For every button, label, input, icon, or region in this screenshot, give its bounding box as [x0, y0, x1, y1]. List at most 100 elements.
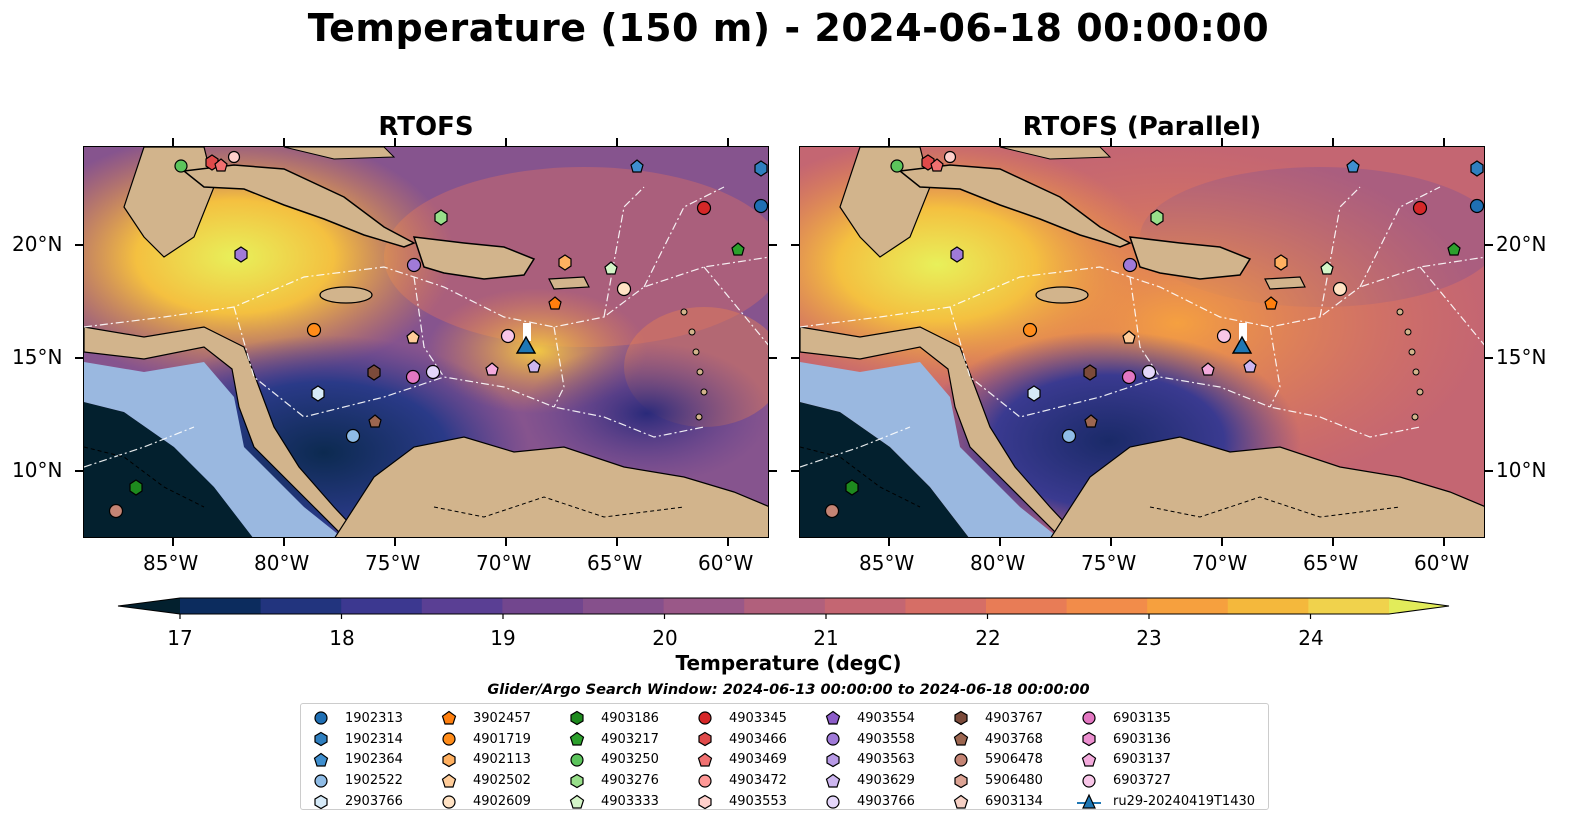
- legend-item-label: 4903345: [729, 710, 787, 726]
- legend-item-label: 4903469: [729, 752, 787, 768]
- legend-item: 4903629: [821, 770, 915, 791]
- lon-label: 85°W: [859, 551, 915, 575]
- legend-item: 3902457: [437, 708, 531, 729]
- colorbar-segment: [341, 598, 423, 614]
- legend-item: 4903768: [949, 729, 1043, 750]
- legend-column: 4903554 4903558 4903563 4903629 4903766: [821, 708, 915, 812]
- legend-marker-icon: [698, 711, 712, 725]
- legend-item: 4902609: [437, 791, 531, 812]
- legend-marker-icon: [1082, 774, 1096, 788]
- legend-item: 1902314: [309, 729, 403, 750]
- legend-marker-icon: [442, 794, 456, 809]
- legend-marker-icon: [954, 753, 968, 767]
- legend-item-label: 5906480: [985, 773, 1043, 789]
- legend-item: 5906478: [949, 750, 1043, 771]
- legend-item: 4903469: [693, 750, 787, 771]
- legend-marker-icon: [570, 753, 584, 767]
- lon-label: 65°W: [587, 551, 643, 575]
- legend-marker-icon: [441, 711, 457, 725]
- float-markers-rtofs-parallel: [824, 150, 1484, 519]
- float-markers-rtofs: [108, 150, 768, 519]
- legend-column: 3902457 4901719 4902113 4902502 4902609: [437, 708, 531, 812]
- colorbar-segment: [1227, 598, 1309, 614]
- lat-label: 10°N: [12, 458, 63, 482]
- legend-marker-icon: [825, 773, 841, 788]
- legend-marker-icon: [698, 794, 712, 809]
- colorbar-extend-low: [118, 598, 180, 614]
- legend-item-label: ru29-20240419T1430: [1113, 794, 1256, 810]
- colorbar-segment: [824, 598, 906, 614]
- lat-label: 15°N: [1496, 345, 1547, 369]
- legend-item-label: 4903766: [857, 794, 915, 810]
- colorbar-segment: [905, 598, 987, 614]
- legend-marker-icon: [697, 752, 713, 767]
- colorbar-tick-label: 19: [490, 626, 516, 650]
- lat-label: 20°N: [12, 232, 63, 256]
- lon-label: 75°W: [365, 551, 421, 575]
- panel-title-rtofs-parallel: RTOFS (Parallel): [1022, 112, 1262, 142]
- legend-item-label: 4903472: [729, 773, 787, 789]
- colorbar-segment: [663, 598, 745, 614]
- legend-marker-icon: [1077, 793, 1101, 809]
- legend-item-label: 4903768: [985, 731, 1043, 747]
- legend-item-label: 6903136: [1113, 731, 1171, 747]
- colorbar-segment: [583, 598, 665, 614]
- legend-item: 4903553: [693, 791, 787, 812]
- colorbar-segment: [1066, 598, 1148, 614]
- legend-item-label: 4903217: [601, 731, 659, 747]
- legend-column: 1902313 1902314 1902364 1902522 2903766: [309, 708, 403, 812]
- colorbar-extend-high: [1389, 598, 1449, 614]
- colorbar: [117, 597, 1450, 619]
- colorbar-tick-label: 23: [1136, 626, 1162, 650]
- legend-item: 6903135: [1077, 708, 1255, 729]
- legend-item: 5906480: [949, 770, 1043, 791]
- legend-marker-icon: [314, 794, 328, 809]
- legend-item-label: 1902522: [345, 773, 403, 789]
- legend-marker-icon: [1082, 731, 1096, 747]
- legend-item: 6903727: [1077, 770, 1255, 791]
- legend-item-label: 4902609: [473, 794, 531, 810]
- legend-marker-icon: [313, 752, 329, 767]
- legend-marker-icon: [314, 711, 328, 725]
- colorbar-tick-label: 18: [329, 626, 355, 650]
- legend-item: 4901719: [437, 729, 531, 750]
- legend-item: 4902113: [437, 750, 531, 771]
- legend-item: 1902522: [309, 770, 403, 791]
- lon-label: 60°W: [1414, 551, 1470, 575]
- legend-item-label: 4903466: [729, 731, 787, 747]
- legend-item-label: 1902314: [345, 731, 403, 747]
- legend-marker-icon: [314, 774, 328, 788]
- legend-marker-icon: [698, 731, 712, 747]
- lon-label: 70°W: [1192, 551, 1248, 575]
- legend-item-label: 1902313: [345, 710, 403, 726]
- legend-marker-icon: [1082, 711, 1096, 725]
- colorbar-segment: [744, 598, 826, 614]
- colorbar-segment: [180, 598, 262, 614]
- legend-marker-icon: [442, 752, 456, 768]
- colorbar-segment: [260, 598, 342, 614]
- legend-item-label: 4902502: [473, 773, 531, 789]
- legend-item-label: 4903767: [985, 710, 1043, 726]
- temperature-map-rtofs: [84, 147, 768, 537]
- legend-item-label: 6903727: [1113, 773, 1171, 789]
- legend-marker-icon: [570, 773, 584, 788]
- lon-label: 65°W: [1303, 551, 1359, 575]
- legend-item-label: 4901719: [473, 731, 531, 747]
- legend-item: 4903766: [821, 791, 915, 812]
- legend-item-label: 4903186: [601, 710, 659, 726]
- legend-item: 6903137: [1077, 750, 1255, 771]
- legend-item: 1902364: [309, 750, 403, 771]
- colorbar-tick-label: 20: [652, 626, 678, 650]
- legend-item-label: 5906478: [985, 752, 1043, 768]
- legend-item: 6903136: [1077, 729, 1255, 750]
- legend-item-label: 6903137: [1113, 752, 1171, 768]
- legend-item: 4903345: [693, 708, 787, 729]
- legend-marker-icon: [953, 731, 969, 746]
- colorbar-tick-label: 22: [975, 626, 1001, 650]
- legend-marker-icon: [826, 752, 840, 768]
- legend-item-label: 6903135: [1113, 710, 1171, 726]
- legend-item-label: 4903333: [601, 794, 659, 810]
- legend-marker-icon: [570, 711, 584, 726]
- map-panel-rtofs-parallel: [799, 146, 1485, 538]
